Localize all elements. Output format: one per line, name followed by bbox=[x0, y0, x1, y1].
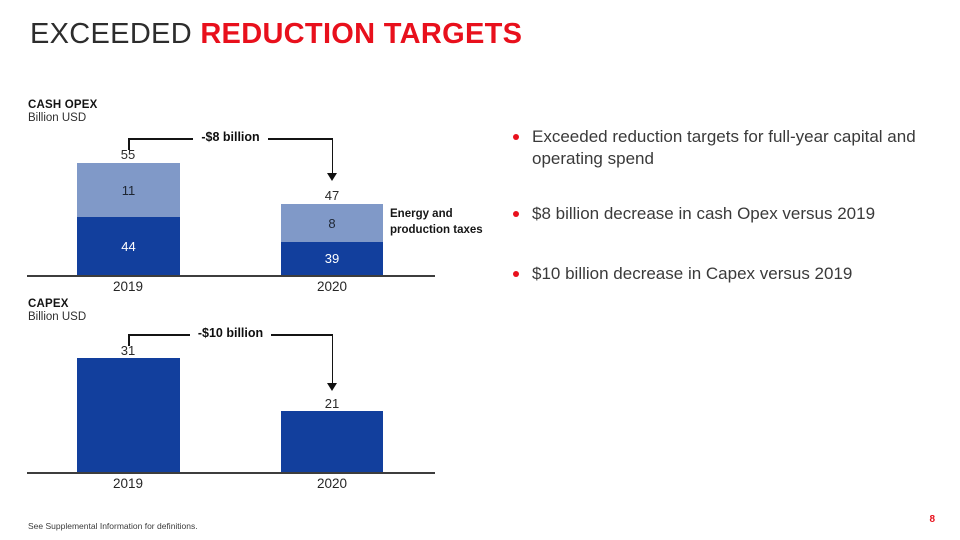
annotation-left-tick bbox=[128, 138, 130, 150]
annotation-text: -$10 billion bbox=[189, 326, 272, 340]
segment-value: 11 bbox=[121, 182, 136, 198]
bullet-text: $10 billion decrease in Capex versus 201… bbox=[532, 264, 853, 283]
capex-chart-title: CAPEX bbox=[28, 298, 69, 310]
bullet-item: $10 billion decrease in Capex versus 201… bbox=[513, 263, 937, 285]
segment-opex-2020: 39 bbox=[281, 242, 383, 275]
segment-energy-taxes-2020: 8 bbox=[281, 204, 383, 242]
bar-2020-capex bbox=[281, 411, 383, 472]
segment-value: 8 bbox=[328, 215, 336, 231]
cash-opex-chart-unit: Billion USD bbox=[28, 112, 87, 124]
bullet-icon bbox=[513, 134, 519, 140]
annotation-label: -$8 billion bbox=[128, 130, 333, 144]
capex-year-2019: 2019 bbox=[112, 476, 144, 491]
cash-opex-header: CASH OPEX Billion USD bbox=[28, 99, 98, 124]
bullet-text: Exceeded reduction targets for full-year… bbox=[532, 127, 916, 168]
cash-opex-chart-title: CASH OPEX bbox=[28, 99, 98, 111]
arrow-down-icon bbox=[327, 383, 337, 391]
page-title: EXCEEDED REDUCTION TARGETS bbox=[30, 18, 522, 51]
page-number: 8 bbox=[929, 514, 935, 525]
cash-opex-axis bbox=[27, 275, 435, 277]
title-highlight: REDUCTION TARGETS bbox=[200, 18, 523, 50]
capex-year-2020: 2020 bbox=[316, 476, 348, 491]
bullet-icon bbox=[513, 271, 519, 277]
arrow-down-icon bbox=[327, 173, 337, 181]
capex-header: CAPEX Billion USD bbox=[28, 298, 86, 323]
bullet-item: Exceeded reduction targets for full-year… bbox=[513, 126, 937, 170]
bar-2020-cash-opex: 8 39 bbox=[281, 204, 383, 275]
annotation-down-line bbox=[331, 334, 333, 384]
bullet-icon bbox=[513, 211, 519, 217]
title-prefix: EXCEEDED bbox=[30, 18, 201, 50]
footnote: See Supplemental Information for definit… bbox=[28, 521, 198, 531]
total-2020: 47 bbox=[324, 188, 340, 203]
segment-value: 44 bbox=[121, 238, 136, 254]
energy-taxes-label: Energy and production taxes bbox=[390, 208, 483, 236]
bullet-item: $8 billion decrease in cash Opex versus … bbox=[513, 203, 937, 225]
segment-opex-2019: 44 bbox=[77, 217, 180, 275]
capex-chart-unit: Billion USD bbox=[28, 311, 87, 323]
cash-opex-year-2019: 2019 bbox=[112, 279, 144, 294]
bullet-list: Exceeded reduction targets for full-year… bbox=[513, 126, 937, 285]
cash-opex-year-2020: 2020 bbox=[316, 279, 348, 294]
annotation-down-line bbox=[331, 138, 333, 174]
total-2019: 55 bbox=[120, 147, 136, 162]
capex-value-2019: 31 bbox=[120, 343, 136, 358]
annotation-left-tick bbox=[128, 334, 130, 346]
bar-2019-cash-opex: 11 44 bbox=[77, 163, 180, 275]
bullet-text: $8 billion decrease in cash Opex versus … bbox=[532, 204, 876, 223]
annotation-text: -$8 billion bbox=[193, 130, 268, 144]
capex-axis bbox=[27, 472, 435, 474]
bar-2019-capex bbox=[77, 358, 180, 472]
capex-value-2020: 21 bbox=[324, 396, 340, 411]
segment-value: 39 bbox=[324, 251, 340, 266]
annotation-label: -$10 billion bbox=[128, 326, 333, 340]
segment-energy-taxes-2019: 11 bbox=[77, 163, 180, 217]
